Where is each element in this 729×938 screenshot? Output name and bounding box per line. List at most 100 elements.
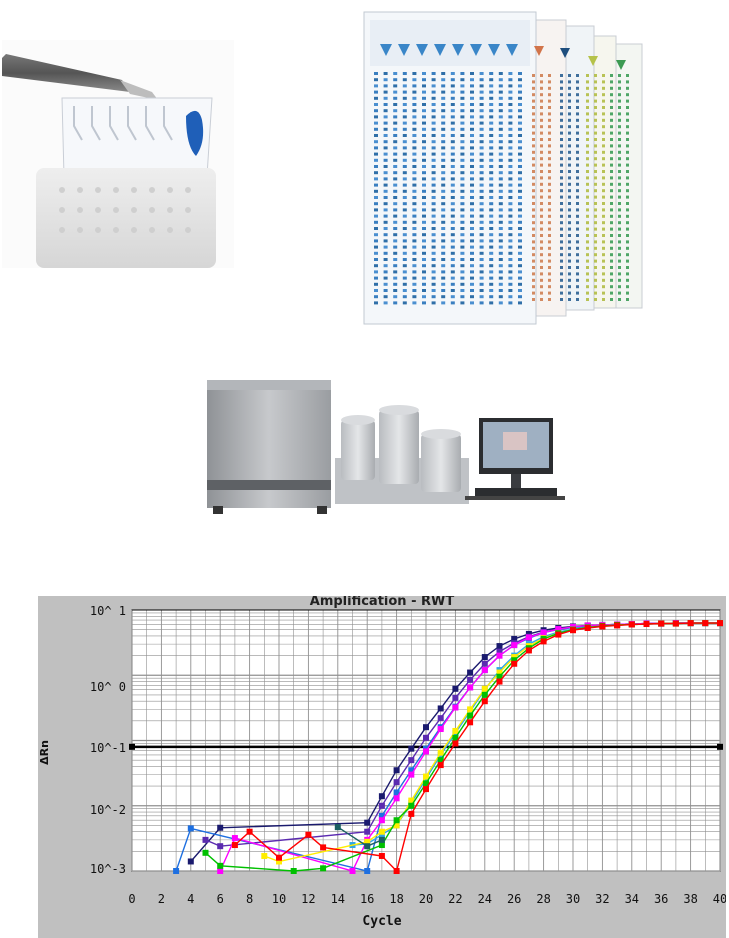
card-well [508,233,513,237]
data-point [628,621,635,628]
data-point [540,638,547,645]
card-well [383,177,388,181]
card-well [479,134,484,137]
card-well [508,208,513,212]
card-well [393,103,398,106]
card-well [618,99,621,103]
card-well [560,246,563,250]
threshold-handle [129,743,135,750]
card-well [489,295,494,299]
card-well [540,125,543,129]
card-well [431,264,436,268]
card-well [568,202,571,205]
data-point [187,858,194,865]
card-well [548,170,551,173]
card-well [431,78,436,82]
card-well [489,276,494,280]
card-well [479,301,484,305]
card-well [594,170,597,173]
card-well [548,272,551,276]
card-well [568,208,571,212]
card-well [422,96,426,100]
card-well [479,84,484,88]
card-well [489,177,494,181]
card-well [560,221,563,225]
data-point [467,669,474,676]
card-well [518,90,522,94]
card-well [412,165,417,168]
card-well [594,272,597,276]
card-well [374,214,378,218]
card-well [470,84,474,88]
card-well [518,214,522,218]
card-well [498,264,503,268]
card-well [618,112,621,116]
card-well [402,245,407,249]
card-well [431,189,436,193]
card-well [402,202,407,206]
card-well [610,93,613,97]
data-point [393,795,400,802]
card-well [586,118,589,122]
card-well [402,152,407,156]
card-well [393,127,398,131]
card-well [540,131,543,135]
card-well [594,106,597,109]
card-well [568,99,571,103]
card-well [431,183,436,187]
card-well [576,202,579,205]
card-well [460,78,465,82]
card-well [618,157,621,161]
card-well [508,189,513,193]
card-well [626,259,629,263]
card-well [441,270,446,274]
data-point [378,842,385,849]
card-well [431,177,436,181]
card-well [532,285,535,289]
card-well [568,285,571,289]
card-well [568,253,571,257]
card-well [498,196,503,199]
card-well [402,270,407,274]
data-point [452,727,459,734]
data-point [423,748,429,755]
card-well [618,214,621,218]
card-well [450,134,455,137]
card-well [518,84,522,88]
card-well [532,86,535,90]
card-well [532,163,535,167]
card-well [610,298,613,301]
card-well [412,171,417,175]
card-well [489,171,494,175]
card-well [532,74,535,77]
card-well [470,295,474,299]
data-point [717,620,723,627]
card-well [402,227,407,230]
card-well [450,78,455,82]
card-well [626,208,629,212]
card-well [431,239,436,243]
card-well [470,96,474,100]
card-well [383,276,388,280]
card-well [498,214,503,218]
card-well [508,214,513,218]
card-well [618,234,621,237]
card-well [618,86,621,90]
fill-port-icon [488,44,500,56]
card-well [393,140,398,144]
card-well [540,221,543,225]
data-point [702,620,709,627]
card-well [568,74,571,77]
card-well [460,134,465,137]
card-well [402,158,407,162]
data-point [658,620,665,627]
card-well [576,112,579,116]
card-well [470,134,474,137]
card-well [470,301,474,305]
card-well [374,220,378,224]
card-well [602,138,605,141]
data-point [378,802,385,809]
card-well [568,227,571,231]
card-well [498,115,503,119]
card-well [441,208,446,212]
